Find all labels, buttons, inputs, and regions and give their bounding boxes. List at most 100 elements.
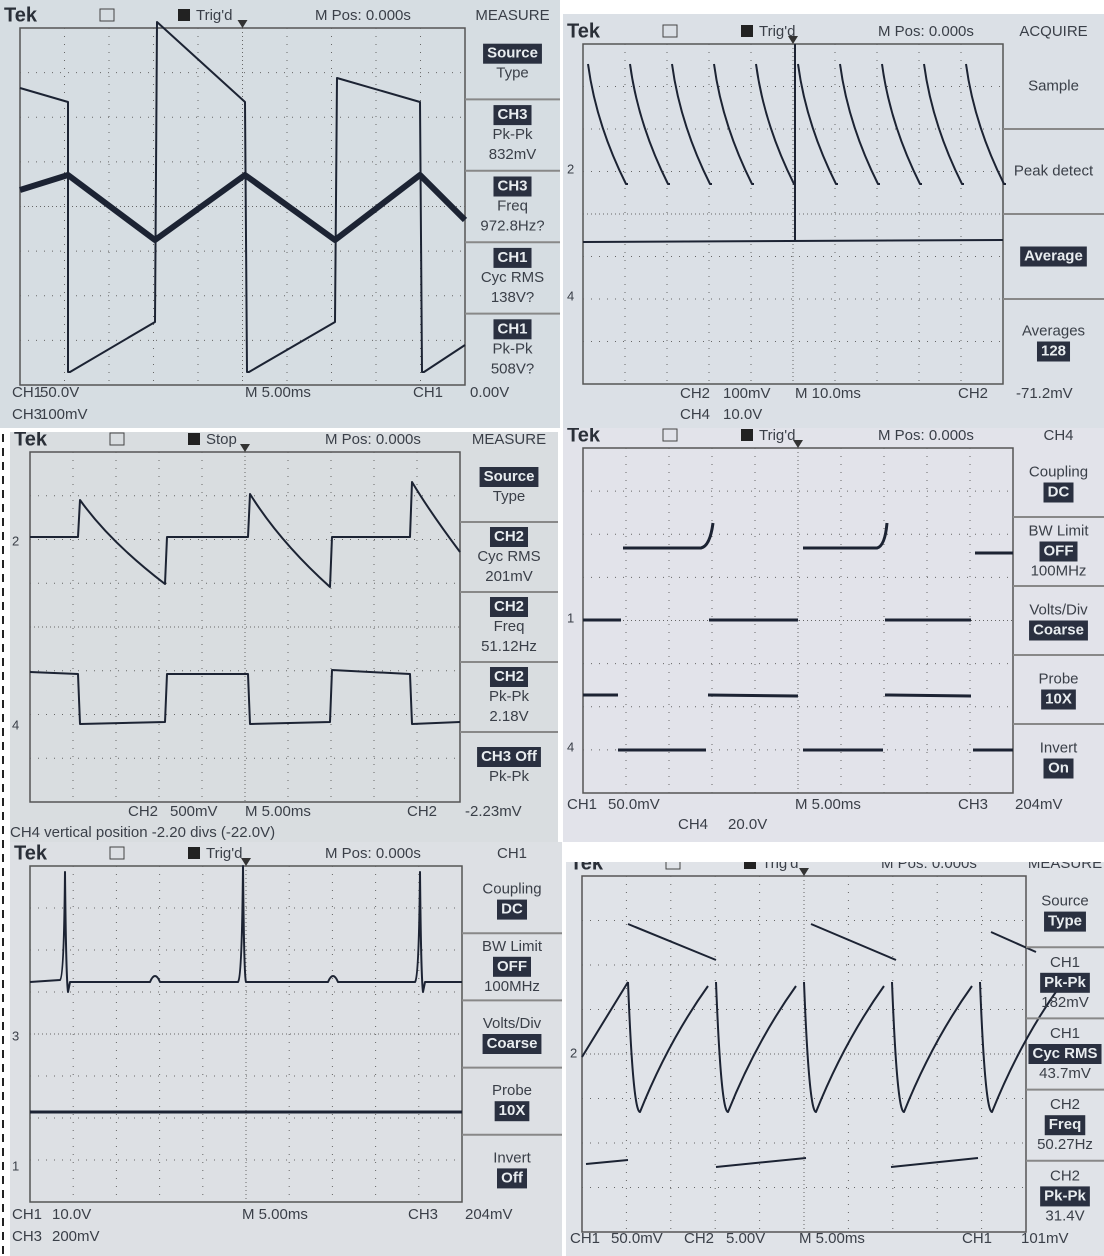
waveform xyxy=(29,865,462,993)
menu-item: Coupling xyxy=(482,881,541,898)
footer-label: CH2 xyxy=(128,803,158,820)
menu-highlight xyxy=(493,247,532,268)
footer-label: CH3 xyxy=(12,406,42,423)
menu-item: 10X xyxy=(499,1102,526,1119)
footer-label: 100mV xyxy=(723,385,771,402)
footer-label: CH1 xyxy=(570,1230,600,1247)
footer-label: 5.00V xyxy=(726,1230,765,1247)
menu-item: On xyxy=(1048,759,1069,776)
channel-marker: 1 xyxy=(567,610,574,625)
channel-marker: 2 xyxy=(567,161,574,176)
waveform xyxy=(585,1157,979,1168)
menu-item: CH2 xyxy=(494,668,524,685)
status-icon xyxy=(188,847,200,859)
menu-item: Pk-Pk xyxy=(1044,1187,1086,1204)
screen-content: 2 4 Tek Trig'd M Pos: 0.000s ACQUIRE Sample Pea… xyxy=(563,14,1104,428)
footer-label: CH3 xyxy=(12,1228,42,1245)
scope-screen: 2 Tek Trig'd M Pos: 0.000s MEASURE Source Type… xyxy=(566,852,1104,1256)
menu-highlight xyxy=(497,1168,527,1189)
status-icon xyxy=(188,433,200,445)
scope-screen: Tek Trig'd M Pos: 0.000s MEASURE Source Type C… xyxy=(0,0,560,428)
scope-screen: 1 4 Tek Trig'd M Pos: 0.000s CH4 Coupling DC BW … xyxy=(563,427,1104,842)
menu-title: MEASURE xyxy=(475,7,549,24)
menu-item: Cyc RMS xyxy=(1032,1045,1097,1062)
menu-item: Freq xyxy=(497,197,528,214)
menu-item: Freq xyxy=(1049,1116,1082,1133)
menu-item: Cyc RMS xyxy=(477,548,540,565)
brand: Tek xyxy=(4,4,38,26)
menu-highlight xyxy=(1029,620,1088,641)
screen-content: 1 4 Tek Trig'd M Pos: 0.000s CH4 Coupling DC BW … xyxy=(563,427,1104,842)
screen-bg xyxy=(563,428,1104,842)
channel-marker: 1 xyxy=(12,1158,19,1173)
scope-screen: 3 1 Tek Trig'd M Pos: 0.000s CH1 Coupling DC BW … xyxy=(10,842,562,1256)
trigger-marker xyxy=(793,440,803,448)
screen-bg xyxy=(566,862,1104,1256)
status-icon xyxy=(178,9,190,21)
menu-item: Source xyxy=(487,45,538,62)
menu-item: Invert xyxy=(493,1149,531,1166)
channel-marker: 2 xyxy=(12,533,19,548)
menu-item: Pk-Pk xyxy=(492,126,533,143)
footer-label: 0.00V xyxy=(470,384,509,401)
footer-label: CH3 xyxy=(408,1206,438,1223)
status: Trig'd xyxy=(196,7,232,24)
status-icon xyxy=(741,429,753,441)
menu-highlight xyxy=(477,747,541,767)
brand: Tek xyxy=(567,20,601,42)
footer-label: CH4 xyxy=(680,406,710,423)
menu-item: CH3 xyxy=(497,177,527,194)
menu-item: 972.8Hz? xyxy=(480,217,544,234)
menu-highlight xyxy=(493,319,532,340)
footer-label: 50.0V xyxy=(40,384,79,401)
menu-item: 182mV xyxy=(1041,994,1089,1011)
footer-label: CH2 xyxy=(958,385,988,402)
menu-highlight xyxy=(493,956,531,977)
waveform xyxy=(583,522,1013,622)
menu-item: 50.27Hz xyxy=(1037,1136,1093,1153)
menu-item: Freq xyxy=(494,618,525,635)
footer-label: CH3 xyxy=(958,796,988,813)
menu-item: 10X xyxy=(1045,690,1072,707)
menu-title: MEASURE xyxy=(472,431,546,448)
menu-title: CH4 xyxy=(1043,427,1073,444)
menu-item: Pk-Pk xyxy=(492,340,533,357)
screen-bg xyxy=(563,14,1104,428)
footer-label: 50.0mV xyxy=(611,1230,663,1247)
menu-item: 100MHz xyxy=(484,978,540,995)
menu-item: Invert xyxy=(1040,739,1078,756)
menu-item: Probe xyxy=(492,1082,532,1099)
menu-item: Probe xyxy=(1038,670,1078,687)
menu-item: Averages xyxy=(1022,322,1085,339)
trigger-marker xyxy=(799,868,809,876)
trigger-marker xyxy=(237,20,248,28)
menu-item: OFF xyxy=(497,958,527,975)
menu-item: Coarse xyxy=(487,1035,538,1052)
menu-item: CH1 xyxy=(497,249,527,266)
menu-item: Pk-Pk xyxy=(1044,974,1086,991)
footer-label: M 5.00ms xyxy=(242,1206,308,1223)
menu-highlight xyxy=(494,1101,530,1122)
footer-label: CH1 xyxy=(413,384,443,401)
screen-content: Tek Trig'd M Pos: 0.000s MEASURE Source Type C… xyxy=(0,0,560,428)
menu-item: Type xyxy=(493,488,526,505)
channel-marker: 3 xyxy=(12,1028,19,1043)
brand: Tek xyxy=(570,852,604,874)
footer-label: CH1 xyxy=(12,1206,42,1223)
footer-label: M 5.00ms xyxy=(245,384,311,401)
menu-item: Pk-Pk xyxy=(489,688,530,705)
position: M Pos: 0.000s xyxy=(878,427,974,444)
menu-item: CH3 Off xyxy=(481,748,538,765)
menu-item: 201mV xyxy=(485,568,533,585)
menu-highlight xyxy=(1036,341,1071,362)
footer-label: 50.0mV xyxy=(608,796,660,813)
position: M Pos: 0.000s xyxy=(881,855,977,872)
menu-highlight xyxy=(1044,1115,1086,1136)
menu-item: Off xyxy=(501,1169,524,1186)
screen-bg xyxy=(0,0,560,428)
menu-item: Pk-Pk xyxy=(489,768,530,785)
footer-label: -71.2mV xyxy=(1016,385,1073,402)
footer-label: 100mV xyxy=(40,406,88,423)
pulse-icon-box xyxy=(662,24,678,38)
menu-item: CH2 xyxy=(494,598,524,615)
